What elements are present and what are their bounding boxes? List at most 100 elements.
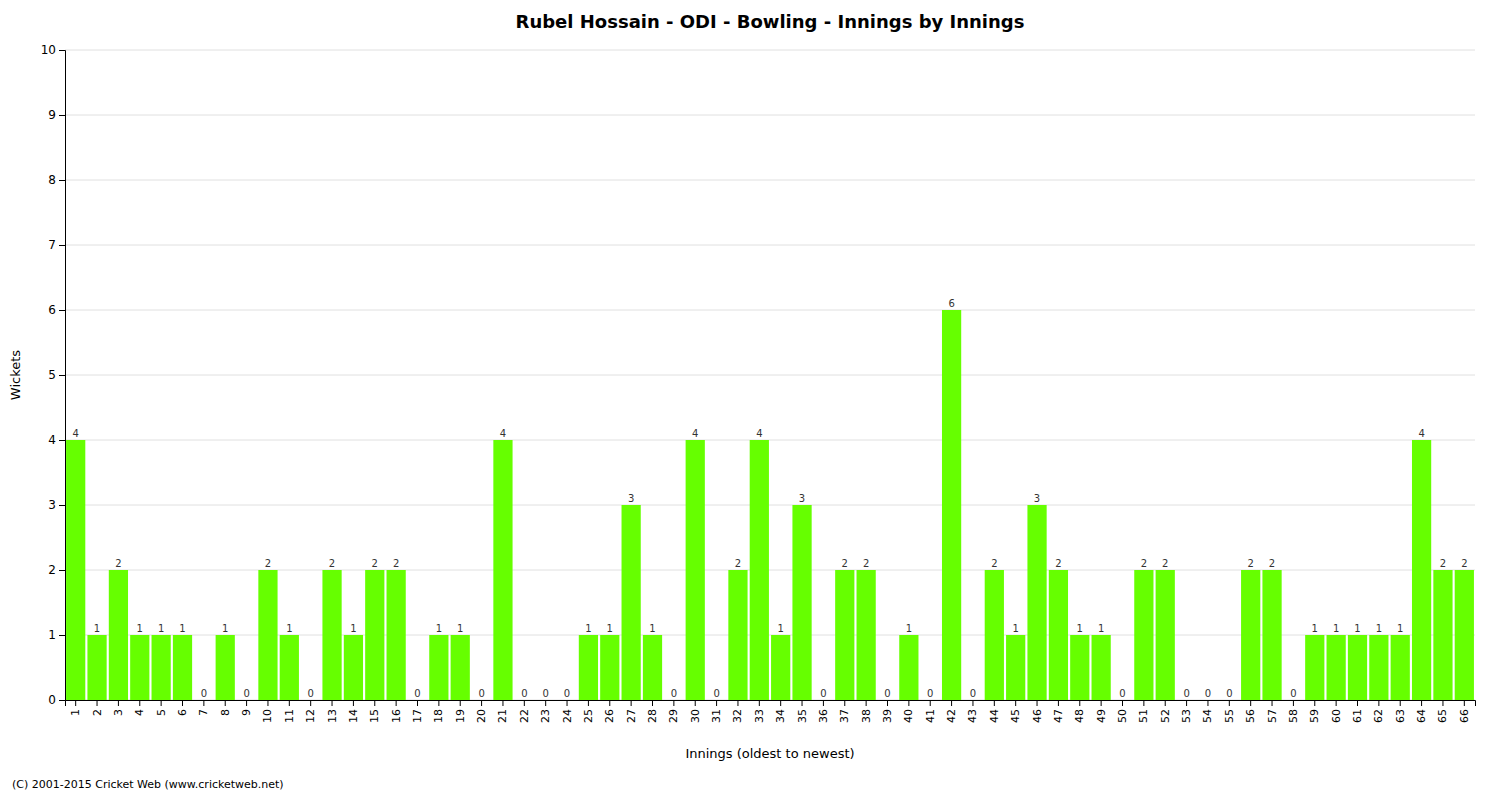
bar: [643, 635, 662, 700]
x-tick-label: 62: [1372, 709, 1385, 723]
data-label: 2: [329, 558, 335, 569]
x-tick-label: 55: [1223, 709, 1236, 723]
bar: [344, 635, 363, 700]
x-tick: 52: [1159, 700, 1172, 723]
x-tick-mark: [438, 700, 439, 706]
x-tick-label: 46: [1031, 709, 1044, 723]
bar: [322, 570, 341, 700]
bar: [878, 700, 897, 701]
bar: [1134, 570, 1153, 700]
x-tick-label: 51: [1137, 709, 1150, 723]
x-tick: 24: [561, 700, 574, 723]
bar: [1156, 570, 1175, 700]
data-label: 2: [1055, 558, 1061, 569]
x-tick-mark: [1464, 700, 1465, 706]
data-label: 6: [948, 298, 954, 309]
x-tick-label: 18: [432, 709, 445, 723]
y-tick: 1: [48, 628, 65, 642]
x-tick-label: 52: [1159, 709, 1172, 723]
x-tick: 8: [219, 700, 232, 716]
data-label: 1: [457, 623, 463, 634]
x-tick-label: 59: [1308, 709, 1321, 723]
data-label: 3: [628, 493, 634, 504]
x-tick-label: 61: [1351, 709, 1364, 723]
grid-line: [65, 245, 1475, 246]
data-label: 0: [478, 688, 484, 699]
x-tick-label: 37: [838, 709, 851, 723]
data-label: 1: [1376, 623, 1382, 634]
x-tick-label: 14: [347, 709, 360, 723]
data-label: 0: [521, 688, 527, 699]
bar: [1006, 635, 1025, 700]
x-tick-label: 17: [411, 709, 424, 723]
x-tick: 50: [1116, 700, 1129, 723]
x-tick-mark: [1378, 700, 1379, 706]
y-tick-mark: [59, 440, 65, 441]
x-tick-label: 28: [646, 709, 659, 723]
x-tick: 2: [91, 700, 104, 716]
data-label: 4: [756, 428, 762, 439]
bar: [408, 700, 427, 701]
x-tick-label: 35: [796, 709, 809, 723]
data-label: 0: [1205, 688, 1211, 699]
x-tick-mark: [887, 700, 888, 706]
y-tick: 7: [48, 238, 65, 252]
y-tick: 2: [48, 563, 65, 577]
data-label: 4: [692, 428, 698, 439]
x-tick-label: 9: [240, 709, 253, 716]
x-tick-mark: [1037, 700, 1038, 706]
x-tick: 54: [1201, 700, 1214, 723]
data-label: 1: [777, 623, 783, 634]
x-tick-label: 24: [561, 709, 574, 723]
x-tick-label: 4: [133, 709, 146, 716]
bar: [835, 570, 854, 700]
x-tick-label: 56: [1244, 709, 1257, 723]
grid-line: [65, 115, 1475, 116]
data-label: 1: [350, 623, 356, 634]
x-tick: 6: [176, 700, 189, 716]
x-tick-label: 30: [689, 709, 702, 723]
x-tick-label: 65: [1436, 709, 1449, 723]
x-tick-label: 57: [1266, 709, 1279, 723]
x-tick-mark: [1250, 700, 1251, 706]
data-label: 2: [1461, 558, 1467, 569]
x-tick: 7: [197, 700, 210, 716]
x-tick-label: 38: [860, 709, 873, 723]
bar: [1092, 635, 1111, 700]
x-tick-mark: [1421, 700, 1422, 706]
bar: [216, 635, 235, 700]
y-tick-mark: [59, 505, 65, 506]
y-tick-mark: [59, 245, 65, 246]
x-tick-label: 19: [454, 709, 467, 723]
bar: [87, 635, 106, 700]
y-tick-label: 5: [48, 368, 56, 382]
y-tick: 0: [48, 693, 65, 707]
x-tick: 49: [1095, 700, 1108, 723]
y-tick-label: 4: [48, 433, 56, 447]
data-label: 0: [820, 688, 826, 699]
grid-line: [65, 375, 1475, 376]
y-tick-label: 10: [41, 43, 56, 57]
bar: [429, 635, 448, 700]
x-tick-label: 43: [966, 709, 979, 723]
x-tick: 3: [112, 700, 125, 716]
data-label: 0: [1119, 688, 1125, 699]
y-axis: 012345678910: [41, 43, 66, 707]
bar: [1070, 635, 1089, 700]
bar: [258, 570, 277, 700]
x-tick: 21: [496, 700, 509, 723]
x-tick-mark: [75, 700, 76, 706]
bar: [557, 700, 576, 701]
bar: [1027, 505, 1046, 700]
y-tick: 9: [48, 108, 65, 122]
data-label: 2: [1269, 558, 1275, 569]
x-tick-mark: [652, 700, 653, 706]
data-label: 1: [607, 623, 613, 634]
bar: [1113, 700, 1132, 701]
x-tick: 17: [411, 700, 424, 723]
x-tick-mark: [118, 700, 119, 706]
bar: [579, 635, 598, 700]
x-tick: 20: [475, 700, 488, 723]
data-label: 4: [500, 428, 506, 439]
data-label: 4: [72, 428, 78, 439]
